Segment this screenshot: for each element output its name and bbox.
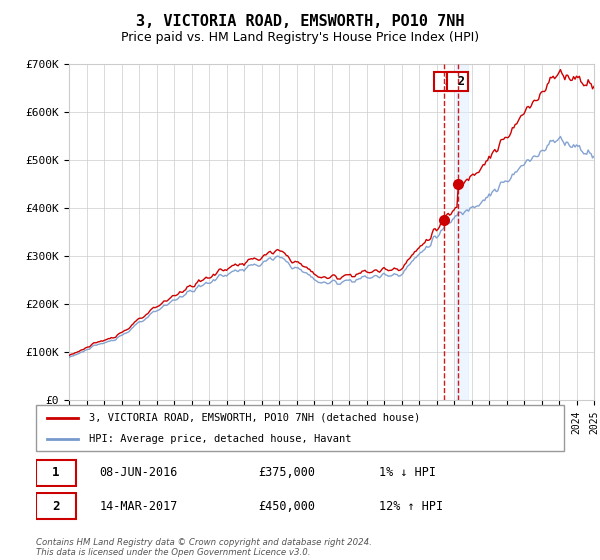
Text: 2: 2: [52, 500, 59, 513]
Text: 14-MAR-2017: 14-MAR-2017: [100, 500, 178, 513]
Text: 3, VICTORIA ROAD, EMSWORTH, PO10 7NH (detached house): 3, VICTORIA ROAD, EMSWORTH, PO10 7NH (de…: [89, 413, 420, 423]
FancyBboxPatch shape: [36, 460, 76, 486]
Text: 1% ↓ HPI: 1% ↓ HPI: [379, 466, 436, 479]
FancyBboxPatch shape: [36, 405, 564, 451]
Text: 08-JUN-2016: 08-JUN-2016: [100, 466, 178, 479]
Text: 2: 2: [450, 74, 465, 88]
Text: HPI: Average price, detached house, Havant: HPI: Average price, detached house, Hava…: [89, 435, 352, 444]
Bar: [456, 64, 468, 400]
Text: 1: 1: [437, 74, 452, 88]
FancyBboxPatch shape: [36, 493, 76, 519]
Text: 12% ↑ HPI: 12% ↑ HPI: [379, 500, 443, 513]
Text: Price paid vs. HM Land Registry's House Price Index (HPI): Price paid vs. HM Land Registry's House …: [121, 31, 479, 44]
Text: £375,000: £375,000: [258, 466, 315, 479]
Text: 3, VICTORIA ROAD, EMSWORTH, PO10 7NH: 3, VICTORIA ROAD, EMSWORTH, PO10 7NH: [136, 14, 464, 29]
Text: Contains HM Land Registry data © Crown copyright and database right 2024.
This d: Contains HM Land Registry data © Crown c…: [36, 538, 372, 557]
Text: 1: 1: [52, 466, 59, 479]
Text: £450,000: £450,000: [258, 500, 315, 513]
